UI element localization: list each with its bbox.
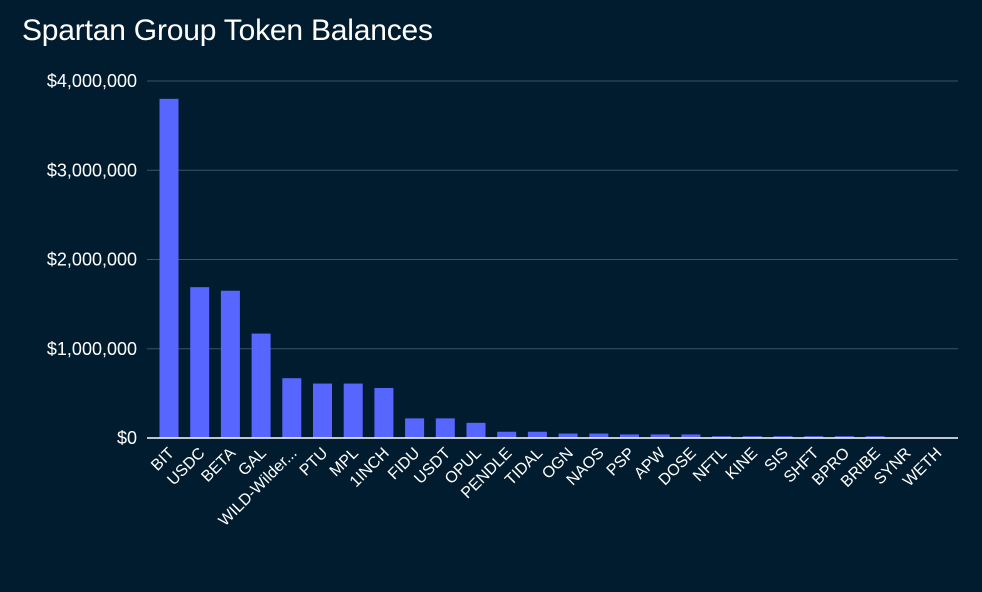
x-tick-label: NFTL (690, 445, 730, 485)
bar-beta (220, 290, 240, 438)
y-tick-label: $2,000,000 (47, 250, 137, 270)
chart-title: Spartan Group Token Balances (22, 14, 433, 47)
bar-ogn (558, 433, 578, 438)
bar-opul (466, 422, 486, 438)
x-tick-label: PTU (297, 445, 332, 480)
y-axis-tick-labels: $0 $1,000,000 $2,000,000 $3,000,000 $4,000,0… (47, 71, 137, 448)
y-tick-label: $1,000,000 (47, 339, 137, 359)
bar-fidu (405, 418, 425, 438)
y-tick-label: $4,000,000 (47, 71, 137, 91)
bar-sis (773, 436, 793, 438)
bar-dose (681, 434, 701, 438)
grid-lines (147, 80, 958, 350)
bar-wild-wilder- (282, 378, 302, 438)
bar-naos (589, 433, 609, 438)
bar-psp (620, 434, 639, 438)
bar-pendle (497, 431, 517, 438)
x-tick-label: PSP (604, 445, 639, 480)
bars (159, 98, 946, 438)
bar-kine (742, 436, 762, 438)
x-tick-label: BETA (198, 445, 239, 486)
y-tick-label: $0 (117, 428, 137, 448)
bar-nftl (712, 436, 732, 438)
bar-usdc (190, 287, 210, 438)
x-axis-tick-labels: BITUSDCBETAGALWILD-Wilder...PTUMPL1INCHF… (148, 444, 945, 530)
bar-shft (804, 436, 824, 438)
bar-ptu (313, 383, 332, 438)
bar-tidal (527, 431, 547, 438)
bar-usdt (435, 418, 455, 438)
bar-1inch (374, 388, 394, 438)
bar-gal (251, 333, 271, 438)
y-tick-label: $3,000,000 (47, 160, 137, 180)
bar-apw (650, 434, 670, 438)
bar-bit (159, 98, 179, 438)
bar-mpl (343, 383, 363, 438)
x-tick-label: KINE (723, 445, 761, 483)
bar-bpro (834, 436, 854, 438)
bar-bribe (865, 436, 885, 438)
